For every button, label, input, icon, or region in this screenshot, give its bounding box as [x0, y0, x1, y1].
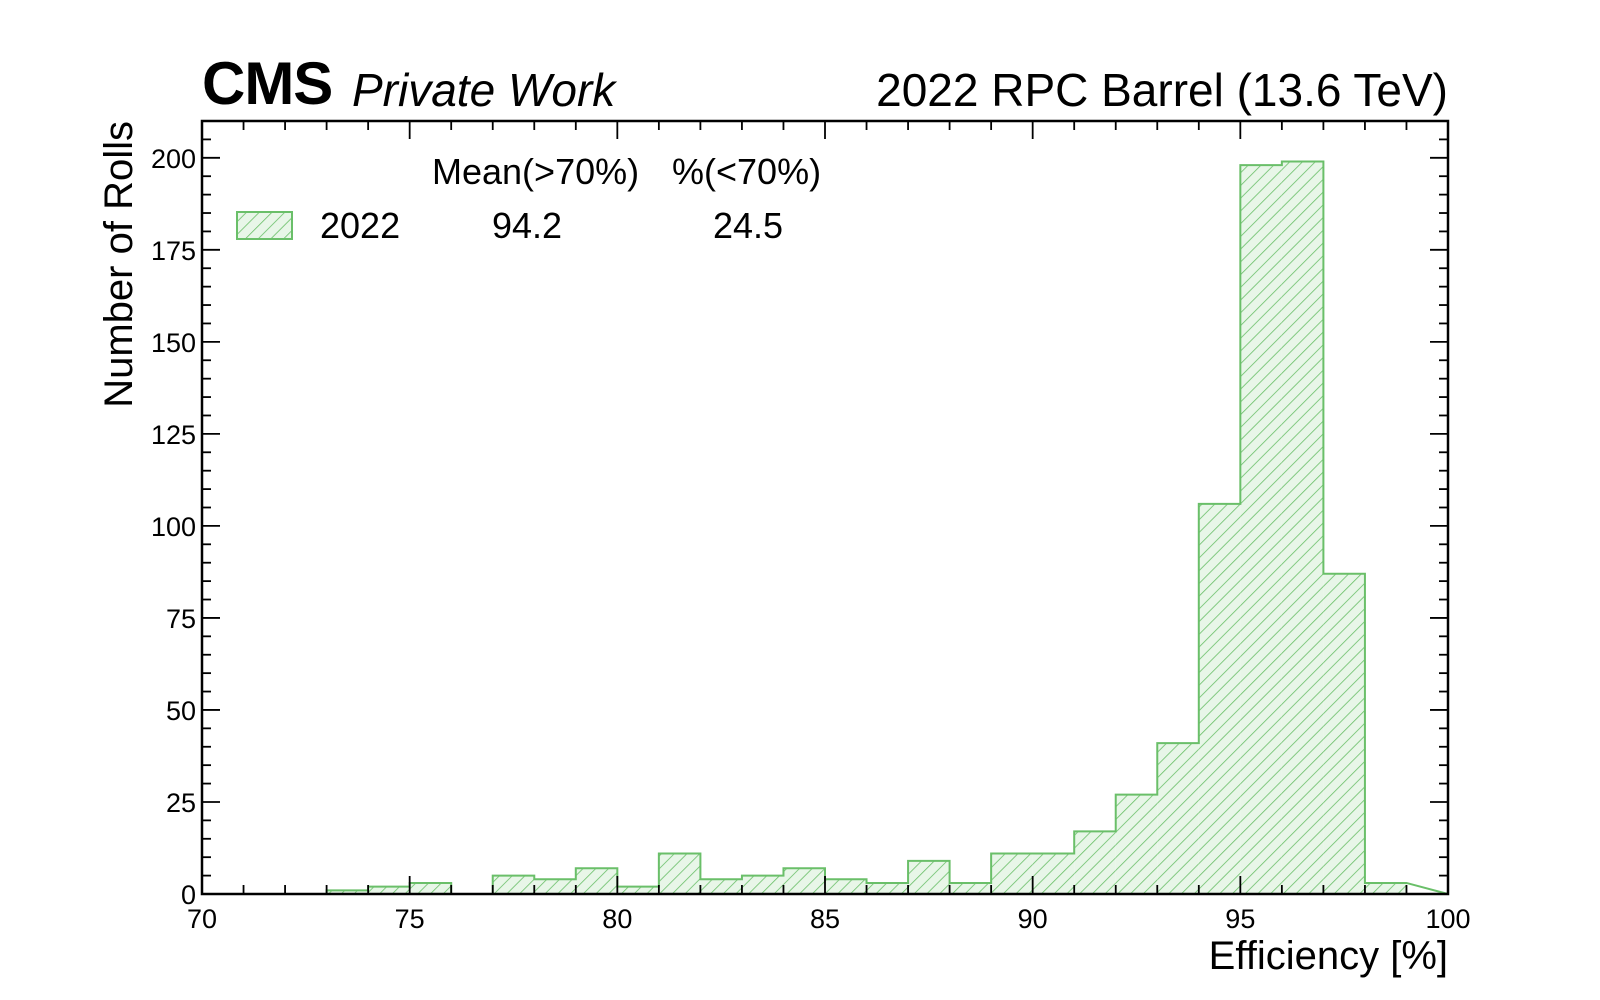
- x-tick-label: 70: [187, 904, 217, 934]
- histogram-bar: [991, 853, 1033, 894]
- histogram-bars: [326, 161, 1407, 894]
- histogram-bar: [1323, 573, 1365, 894]
- histogram-bar: [1198, 503, 1241, 894]
- histogram-bar: [825, 879, 867, 894]
- x-tick-label: 90: [1018, 904, 1048, 934]
- histogram-bar: [1074, 831, 1116, 894]
- legend-mean-header: Mean(>70%): [432, 151, 639, 192]
- y-axis-label: Number of Rolls: [97, 121, 141, 408]
- histogram-bar: [1032, 853, 1075, 894]
- x-tick-label: 85: [810, 904, 840, 934]
- histogram-bar: [1157, 743, 1199, 894]
- axis-ticks: [201, 120, 1449, 895]
- histogram-bar: [1240, 165, 1282, 894]
- legend-entry-mean: 94.2: [492, 205, 562, 246]
- histogram-bar: [700, 879, 742, 894]
- legend: Mean(>70%) %(<70%) 2022 94.2 24.5: [236, 151, 821, 246]
- y-tick-label: 25: [166, 788, 196, 818]
- histogram-bar: [783, 868, 825, 894]
- legend-entry-label: 2022: [320, 205, 400, 246]
- histogram-bar: [1364, 882, 1407, 894]
- histogram-outline: [202, 160, 1449, 895]
- y-tick-label: 50: [166, 696, 196, 726]
- histogram-bar: [575, 868, 618, 894]
- y-tick-label: 125: [151, 420, 196, 450]
- cms-label: CMS: [202, 50, 332, 117]
- x-tick-labels: 70 75 80 85 90 95 100: [187, 904, 1471, 934]
- x-tick-label: 95: [1225, 904, 1255, 934]
- histogram-bar: [866, 882, 909, 894]
- histogram-bar: [741, 875, 784, 894]
- histogram-bar: [326, 890, 369, 894]
- legend-entry-fraction: 24.5: [713, 205, 783, 246]
- histogram-bar: [492, 875, 535, 894]
- histogram-bar: [534, 879, 576, 894]
- y-tick-label: 150: [151, 328, 196, 358]
- x-tick-label: 80: [602, 904, 632, 934]
- histogram-bar: [617, 886, 659, 894]
- legend-swatch: [236, 211, 293, 240]
- x-tick-label: 100: [1425, 904, 1470, 934]
- y-tick-labels: 0 25 50 75 100 125 150 175 200: [151, 144, 196, 910]
- legend-fraction-header: %(<70%): [672, 151, 821, 192]
- y-tick-label: 200: [151, 144, 196, 174]
- histogram-bar: [908, 860, 950, 894]
- histogram-bar: [409, 882, 452, 894]
- histogram-bar: [368, 886, 410, 894]
- histogram-bar: [1115, 794, 1158, 894]
- histogram-bar: [658, 853, 701, 894]
- y-tick-label: 0: [181, 880, 196, 910]
- x-tick-label: 75: [395, 904, 425, 934]
- y-tick-label: 175: [151, 236, 196, 266]
- histogram-bar: [1281, 161, 1324, 894]
- y-tick-label: 100: [151, 512, 196, 542]
- status-label: Private Work: [352, 64, 617, 116]
- right-header-label: 2022 RPC Barrel (13.6 TeV): [876, 64, 1448, 116]
- x-axis-label: Efficiency [%]: [1209, 934, 1448, 978]
- y-tick-label: 75: [166, 604, 196, 634]
- histogram-bar: [949, 882, 992, 894]
